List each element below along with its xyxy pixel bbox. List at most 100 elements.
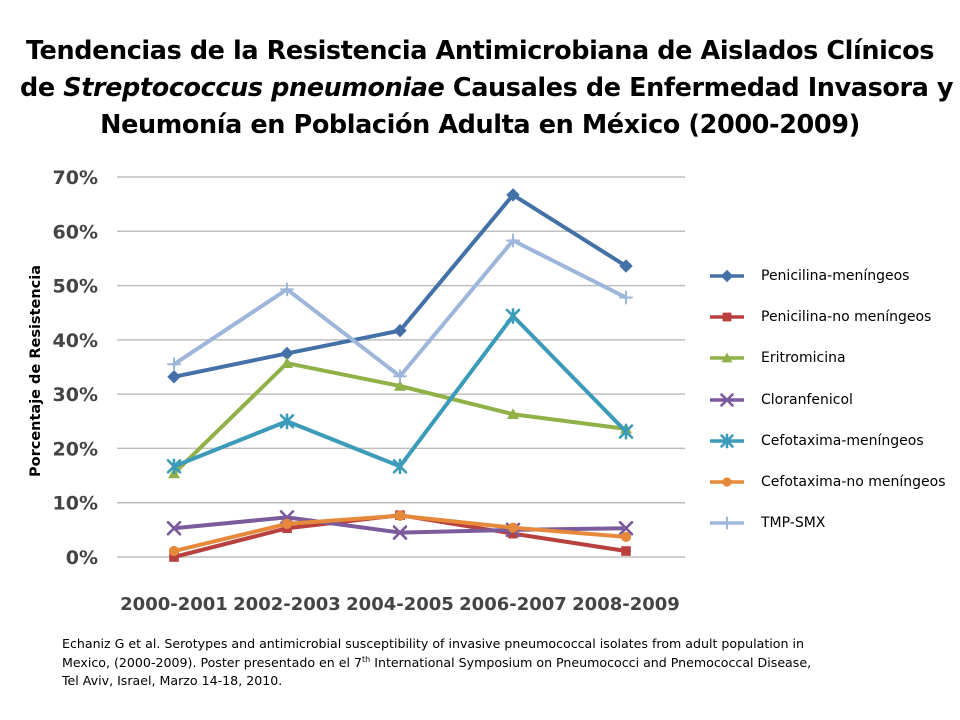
data-point bbox=[393, 369, 407, 384]
data-point bbox=[618, 423, 634, 440]
data-point bbox=[507, 408, 519, 420]
data-point bbox=[393, 323, 407, 338]
chart-legend: Penicilina-meníngeos Penicilina-no meníng… bbox=[709, 255, 959, 544]
data-point bbox=[169, 552, 179, 562]
series-line bbox=[172, 313, 628, 469]
citation-line-2: Mexico, (2000-2009). Poster presentado e… bbox=[62, 654, 942, 673]
circle-marker bbox=[168, 545, 180, 557]
data-point bbox=[280, 282, 294, 297]
data-point bbox=[392, 525, 408, 540]
diamond-marker bbox=[167, 370, 181, 384]
circle-marker bbox=[394, 510, 406, 521]
data-point bbox=[281, 518, 293, 529]
triangle-marker bbox=[394, 380, 406, 391]
star-marker bbox=[720, 433, 734, 449]
x-tick-label: 2000-2001 bbox=[120, 594, 228, 615]
legend-label: Eritromicina bbox=[761, 350, 846, 367]
legend-swatch bbox=[710, 312, 744, 322]
y-tick-label: 50% bbox=[53, 276, 98, 298]
citation-line-2-post: International Symposium on Pneumococci a… bbox=[370, 654, 812, 670]
data-point bbox=[166, 520, 182, 536]
x-marker bbox=[618, 520, 634, 536]
title-species: Streptococcus pneumoniae bbox=[63, 73, 445, 103]
y-tick-label: 10% bbox=[53, 493, 98, 515]
legend-item: Penicilina-no meníngeos bbox=[709, 296, 959, 337]
y-axis-label: Porcentaje de Resistencia bbox=[28, 265, 44, 477]
legend-item: Cloranfenicol bbox=[709, 379, 959, 420]
legend-swatch bbox=[710, 392, 744, 407]
x-axis-ticks: 2000-2001 2002-2003 2004-2005 2006-2007 2008… bbox=[120, 594, 680, 615]
data-point bbox=[279, 413, 295, 430]
legend-label: Cefotaxima-meníngeos bbox=[761, 432, 924, 449]
triangle-marker bbox=[281, 357, 293, 368]
legend-label: Cloranfenicol bbox=[761, 391, 853, 408]
circle-marker bbox=[620, 531, 632, 543]
y-tick-label: 30% bbox=[53, 384, 98, 406]
data-point bbox=[506, 188, 520, 202]
citation-line-1: Echaniz G et al. Serotypes and antimicro… bbox=[62, 636, 804, 651]
data-point bbox=[281, 357, 293, 368]
plus-marker bbox=[619, 290, 633, 305]
series-5 bbox=[168, 510, 632, 557]
data-point bbox=[168, 545, 180, 557]
legend-label: Cefotaxima-no meníngeos bbox=[761, 474, 946, 491]
legend-swatch bbox=[710, 269, 744, 282]
series-2 bbox=[168, 357, 632, 479]
series-line bbox=[172, 238, 628, 379]
citation-superscript: th bbox=[362, 654, 371, 664]
legend-item: Cefotaxima-meníngeos bbox=[709, 420, 959, 461]
legend-label: TMP-SMX bbox=[761, 515, 826, 532]
data-point bbox=[167, 370, 181, 384]
title-line-3: Neumonía en Población Adulta en México (… bbox=[100, 110, 860, 140]
data-point bbox=[394, 510, 406, 521]
series-lines bbox=[166, 188, 634, 562]
x-tick-label: 2004-2005 bbox=[346, 594, 454, 615]
x-marker bbox=[392, 525, 408, 540]
page-title: Tendencias de la Resistencia Antimicrobi… bbox=[20, 33, 954, 144]
data-point bbox=[720, 392, 734, 407]
title-line-2: de Streptococcus pneumoniae Causales de … bbox=[20, 70, 954, 107]
y-tick-label: 60% bbox=[53, 221, 98, 243]
square-marker bbox=[722, 312, 732, 322]
star-marker bbox=[166, 458, 182, 475]
diamond-marker bbox=[506, 188, 520, 202]
triangle-marker bbox=[721, 352, 733, 363]
data-point bbox=[621, 546, 631, 556]
legend-label: Penicilina-meníngeos bbox=[761, 267, 910, 284]
data-point bbox=[167, 357, 181, 372]
star-marker bbox=[279, 413, 295, 430]
data-point bbox=[722, 312, 732, 322]
plus-marker bbox=[393, 369, 407, 384]
x-tick-label: 2006-2007 bbox=[459, 594, 567, 615]
star-marker bbox=[505, 308, 521, 324]
triangle-marker bbox=[507, 408, 519, 420]
data-point bbox=[720, 516, 734, 530]
square-marker bbox=[508, 528, 518, 539]
data-point bbox=[619, 290, 633, 305]
data-point bbox=[619, 259, 633, 273]
y-axis-ticks: 0% 10% 20% 30% 40% 50% 60% 70% bbox=[53, 167, 98, 569]
data-point bbox=[166, 458, 182, 475]
data-point bbox=[720, 433, 734, 449]
diamond-marker bbox=[720, 269, 734, 282]
legend-item: Cefotaxima-no meníngeos bbox=[709, 461, 959, 502]
plus-marker bbox=[506, 233, 520, 248]
y-tick-label: 0% bbox=[66, 547, 98, 569]
square-marker bbox=[169, 552, 179, 562]
plus-marker bbox=[167, 357, 181, 372]
x-marker bbox=[720, 392, 734, 407]
citation-line-2-pre: Mexico, (2000-2009). Poster presentado e… bbox=[62, 654, 363, 670]
data-point bbox=[620, 531, 632, 543]
data-point bbox=[618, 520, 634, 536]
legend-swatch bbox=[710, 352, 744, 363]
gridlines bbox=[117, 176, 685, 558]
plus-marker bbox=[720, 516, 734, 530]
citation: Echaniz G et al. Serotypes and antimicro… bbox=[62, 635, 942, 691]
x-marker bbox=[166, 520, 182, 536]
y-tick-label: 40% bbox=[53, 330, 98, 352]
star-marker bbox=[618, 423, 634, 440]
circle-marker bbox=[722, 477, 732, 487]
diamond-marker bbox=[393, 323, 407, 338]
legend-item: TMP-SMX bbox=[709, 503, 959, 544]
